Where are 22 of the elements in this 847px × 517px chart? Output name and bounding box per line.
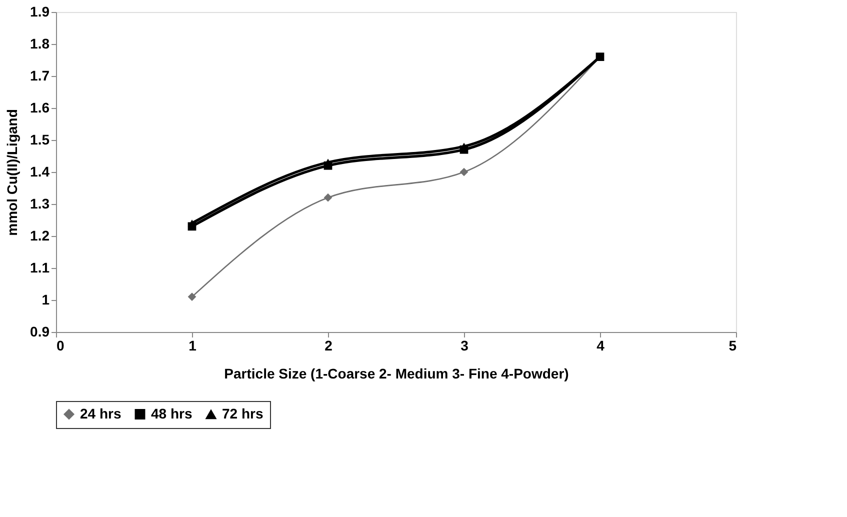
- y-tick-label: 1.6: [30, 100, 50, 116]
- y-tick-label: 1.5: [30, 132, 50, 148]
- y-tick-label: 1.2: [30, 228, 50, 244]
- y-tick-label: 1.7: [30, 68, 50, 84]
- x-tick-label: 4: [596, 338, 605, 354]
- x-tick-label: 5: [728, 338, 737, 354]
- x-tick-label: 2: [324, 338, 333, 354]
- x-tick-label: 0: [56, 338, 64, 354]
- y-tick-label: 1.3: [30, 196, 50, 212]
- y-tick-label: 1.1: [30, 260, 50, 276]
- x-axis-title: Particle Size (1-Coarse 2- Medium 3- Fine 4-Powder): [224, 366, 569, 382]
- y-axis-title: mmol Cu(II)/Ligand: [4, 109, 20, 236]
- y-tick-label: 1.9: [30, 4, 50, 20]
- legend-label: 48 hrs: [151, 405, 192, 422]
- x-tick-label: 1: [188, 338, 197, 354]
- legend-label: 72 hrs: [222, 406, 264, 422]
- y-tick-label: 1.8: [30, 36, 50, 52]
- legend-label: 24 hrs: [80, 405, 122, 422]
- x-tick-label: 3: [460, 338, 469, 354]
- y-tick-label: 1.4: [30, 164, 50, 180]
- y-tick-label: 1: [42, 292, 50, 308]
- y-tick-label: 0.9: [30, 324, 50, 340]
